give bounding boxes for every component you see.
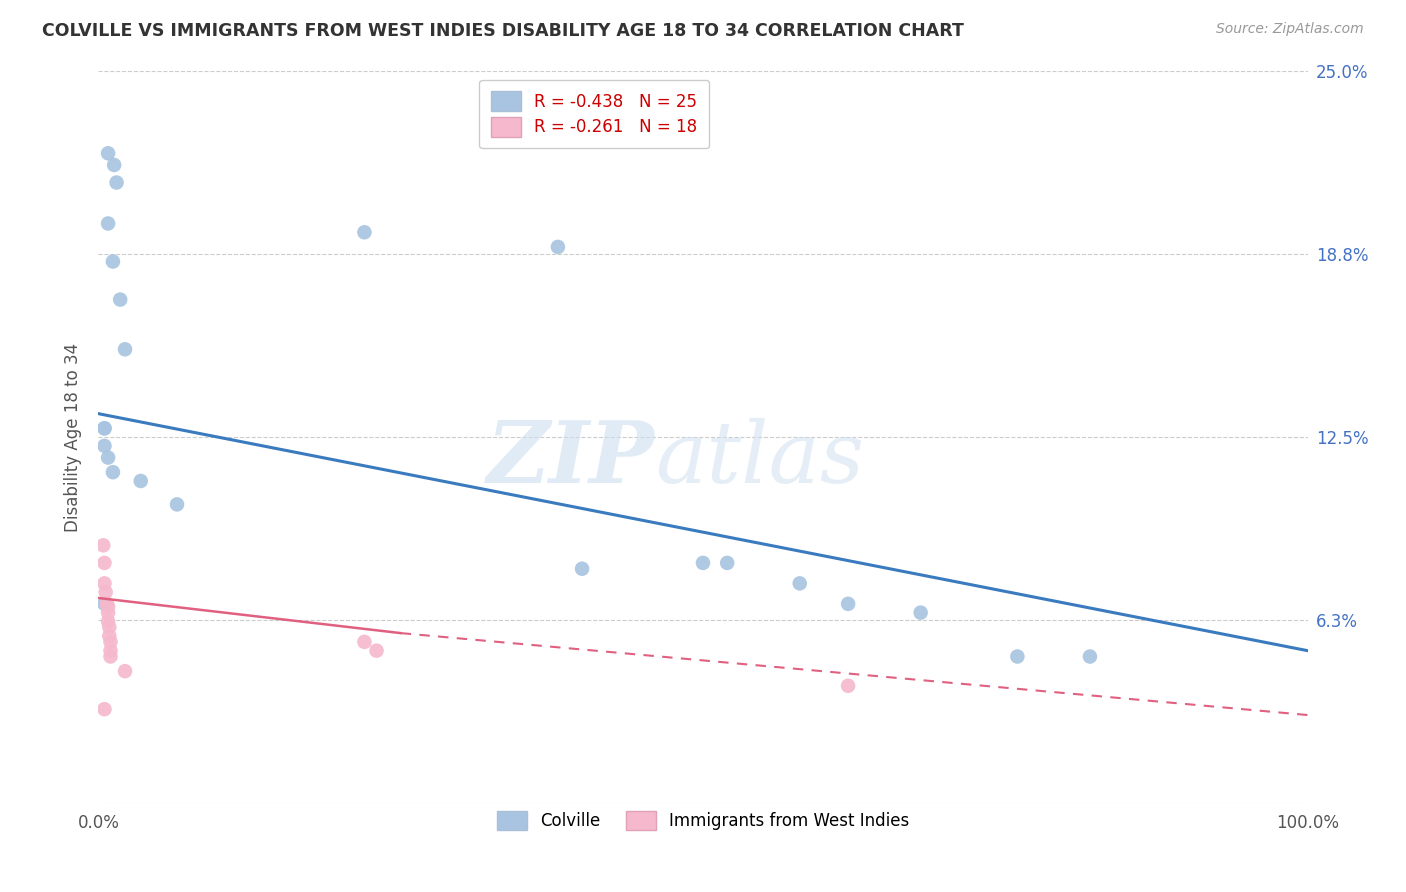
Point	[93, 597, 115, 611]
Point	[114, 664, 136, 678]
Point	[789, 576, 811, 591]
Point	[100, 635, 122, 649]
Point	[910, 606, 932, 620]
Point	[100, 643, 122, 657]
Point	[97, 599, 120, 614]
Text: COLVILLE VS IMMIGRANTS FROM WEST INDIES DISABILITY AGE 18 TO 34 CORRELATION CHAR: COLVILLE VS IMMIGRANTS FROM WEST INDIES …	[42, 22, 965, 40]
Point	[101, 465, 124, 479]
Point	[837, 679, 859, 693]
Point	[98, 620, 121, 634]
Point	[716, 556, 738, 570]
Point	[97, 217, 120, 231]
Point	[114, 343, 136, 357]
Point	[97, 606, 120, 620]
Point	[105, 176, 128, 190]
Point	[571, 562, 593, 576]
Point	[101, 254, 124, 268]
Point	[353, 635, 375, 649]
Point	[91, 538, 114, 552]
Point	[100, 649, 122, 664]
Point	[97, 615, 120, 629]
Text: atlas: atlas	[655, 417, 863, 500]
Point	[93, 576, 115, 591]
Legend: Colville, Immigrants from West Indies: Colville, Immigrants from West Indies	[488, 803, 918, 838]
Point	[1078, 649, 1101, 664]
Point	[97, 450, 120, 465]
Point	[93, 556, 115, 570]
Point	[837, 597, 859, 611]
Point	[108, 293, 131, 307]
Point	[96, 597, 118, 611]
Y-axis label: Disability Age 18 to 34: Disability Age 18 to 34	[65, 343, 83, 532]
Point	[97, 146, 120, 161]
Point	[353, 225, 375, 239]
Point	[547, 240, 569, 254]
Point	[98, 629, 121, 643]
Point	[103, 158, 125, 172]
Point	[692, 556, 714, 570]
Point	[93, 421, 115, 435]
Point	[94, 585, 117, 599]
Point	[93, 439, 115, 453]
Point	[93, 702, 115, 716]
Point	[366, 643, 388, 657]
Point	[1007, 649, 1029, 664]
Point	[93, 421, 115, 435]
Text: ZIP: ZIP	[486, 417, 655, 500]
Text: Source: ZipAtlas.com: Source: ZipAtlas.com	[1216, 22, 1364, 37]
Point	[129, 474, 152, 488]
Point	[166, 497, 188, 511]
